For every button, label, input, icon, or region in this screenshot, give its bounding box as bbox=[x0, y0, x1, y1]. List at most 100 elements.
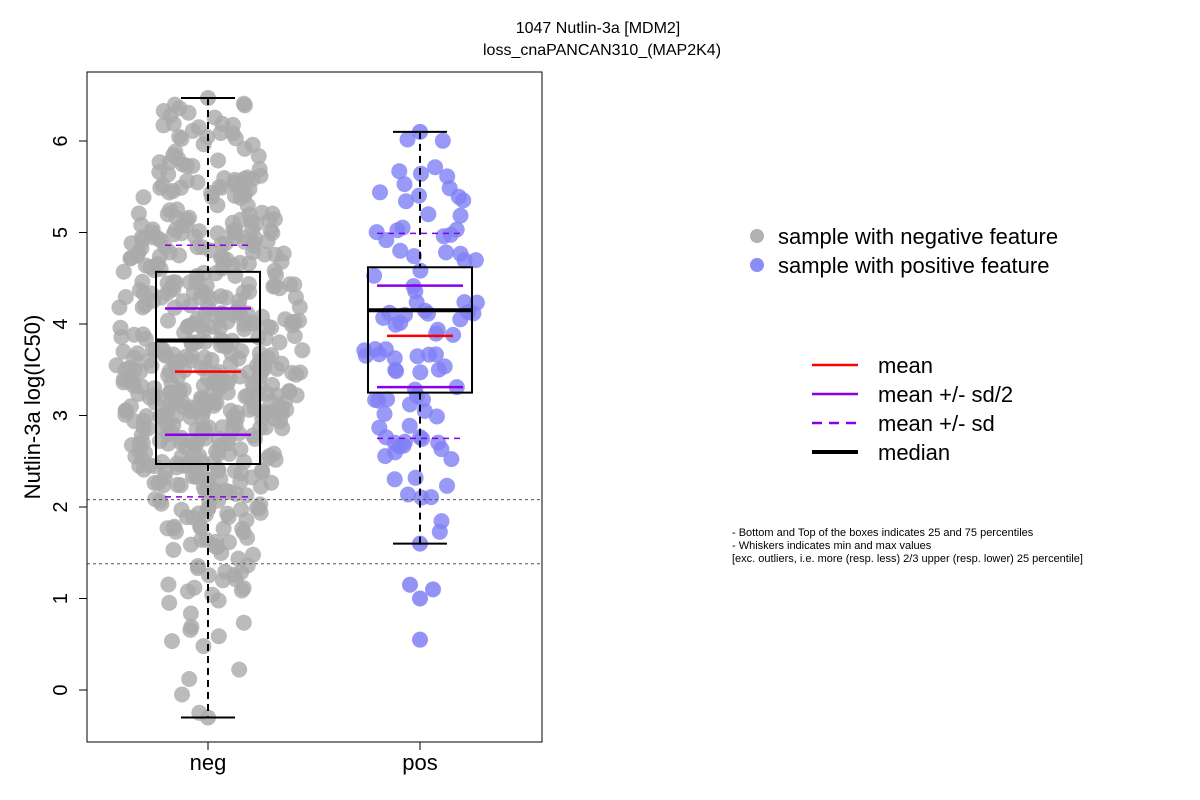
sample-point bbox=[245, 237, 262, 254]
sample-point bbox=[452, 311, 469, 328]
sample-point bbox=[200, 299, 216, 315]
sample-point bbox=[137, 297, 154, 314]
sample-point bbox=[174, 217, 191, 234]
sample-point bbox=[196, 322, 212, 339]
sample-point bbox=[166, 96, 183, 113]
sample-point bbox=[445, 326, 462, 343]
sample-point bbox=[210, 592, 227, 609]
sample-point bbox=[252, 478, 269, 495]
sample-point bbox=[135, 461, 152, 478]
sample-point bbox=[406, 248, 422, 265]
sample-point bbox=[169, 476, 186, 493]
sample-point bbox=[182, 409, 199, 426]
sample-point bbox=[291, 299, 308, 315]
sample-point bbox=[135, 189, 152, 206]
sample-point bbox=[423, 489, 440, 506]
sample-point bbox=[180, 104, 197, 121]
sample-point bbox=[246, 315, 263, 332]
sample-point bbox=[256, 246, 273, 263]
sample-point bbox=[401, 417, 418, 434]
sample-point bbox=[372, 184, 388, 201]
sample-point bbox=[225, 408, 242, 424]
iqr-box bbox=[155, 270, 261, 465]
sample-point bbox=[392, 314, 409, 331]
sample-point bbox=[192, 519, 209, 536]
sample-point bbox=[412, 429, 429, 446]
sample-point bbox=[455, 192, 472, 209]
sample-point bbox=[182, 605, 199, 622]
sample-point bbox=[221, 445, 238, 462]
sample-point bbox=[126, 349, 143, 366]
sample-point bbox=[174, 686, 190, 703]
sample-point bbox=[207, 265, 224, 282]
sample-point bbox=[407, 469, 424, 486]
sample-point bbox=[232, 473, 249, 490]
y-tick-label: 6 bbox=[50, 135, 72, 146]
sample-point bbox=[456, 252, 473, 269]
sample-point bbox=[155, 117, 172, 134]
sample-point bbox=[467, 252, 484, 269]
sample-point bbox=[263, 319, 280, 336]
sample-point bbox=[391, 163, 408, 180]
sample-point bbox=[233, 501, 249, 518]
sample-point bbox=[378, 232, 395, 249]
box-plots bbox=[155, 96, 473, 719]
legend-point-marker bbox=[750, 229, 764, 243]
sample-point bbox=[194, 409, 210, 426]
sample-point bbox=[436, 358, 453, 375]
legend-line-label: mean bbox=[878, 353, 933, 378]
sample-point bbox=[376, 405, 393, 422]
sample-point bbox=[160, 367, 177, 384]
sample-point bbox=[236, 140, 253, 157]
sample-point bbox=[402, 396, 418, 413]
y-tick-label: 3 bbox=[50, 410, 72, 421]
sample-point bbox=[227, 130, 244, 147]
sample-point bbox=[286, 276, 303, 293]
sample-point bbox=[218, 251, 235, 268]
sample-point bbox=[398, 193, 414, 210]
sample-point bbox=[230, 550, 247, 567]
sample-point-outlier bbox=[412, 631, 428, 648]
threshold-lines bbox=[87, 499, 542, 565]
sample-point bbox=[235, 614, 252, 631]
sample-point bbox=[238, 487, 255, 504]
footnotes: - Bottom and Top of the boxes indicates … bbox=[732, 527, 1083, 565]
sample-point bbox=[183, 348, 200, 365]
legend-point-marker bbox=[750, 258, 764, 272]
sample-point bbox=[196, 349, 213, 366]
sample-point bbox=[227, 571, 244, 588]
axes: 0 1 2 3 4 5 6 neg pos bbox=[50, 135, 438, 775]
legend-point-label: sample with positive feature bbox=[778, 253, 1049, 278]
sample-point bbox=[194, 454, 211, 471]
sample-point bbox=[219, 505, 236, 522]
sample-point bbox=[386, 471, 403, 488]
sample-point bbox=[438, 244, 454, 261]
sample-point bbox=[392, 242, 409, 259]
y-tick-label: 1 bbox=[50, 593, 72, 604]
sample-point bbox=[240, 255, 257, 272]
y-axis-label: Nutlin-3a log(IC50) bbox=[20, 315, 45, 500]
sample-point bbox=[161, 594, 178, 611]
sample-point bbox=[195, 638, 212, 655]
sample-point bbox=[147, 491, 164, 508]
footnote-line: - Whiskers indicates min and max values bbox=[732, 540, 932, 552]
sample-point bbox=[165, 147, 182, 164]
sample-point bbox=[258, 385, 275, 402]
sample-point bbox=[439, 168, 456, 185]
y-tick-label: 2 bbox=[50, 501, 72, 512]
sample-point bbox=[434, 132, 451, 149]
sample-point bbox=[167, 523, 184, 540]
sample-point bbox=[122, 398, 139, 415]
sample-point bbox=[137, 331, 154, 347]
sample-point bbox=[367, 391, 384, 408]
sample-point bbox=[151, 154, 168, 171]
sample-point bbox=[227, 221, 244, 238]
sample-point bbox=[112, 319, 129, 336]
sample-point bbox=[171, 247, 187, 264]
sample-point bbox=[165, 346, 182, 363]
sample-point bbox=[165, 417, 182, 433]
sample-point bbox=[367, 341, 384, 358]
legend-line-label: mean +/- sd/2 bbox=[878, 382, 1013, 407]
sample-point bbox=[111, 299, 128, 316]
sample-point bbox=[115, 374, 132, 391]
